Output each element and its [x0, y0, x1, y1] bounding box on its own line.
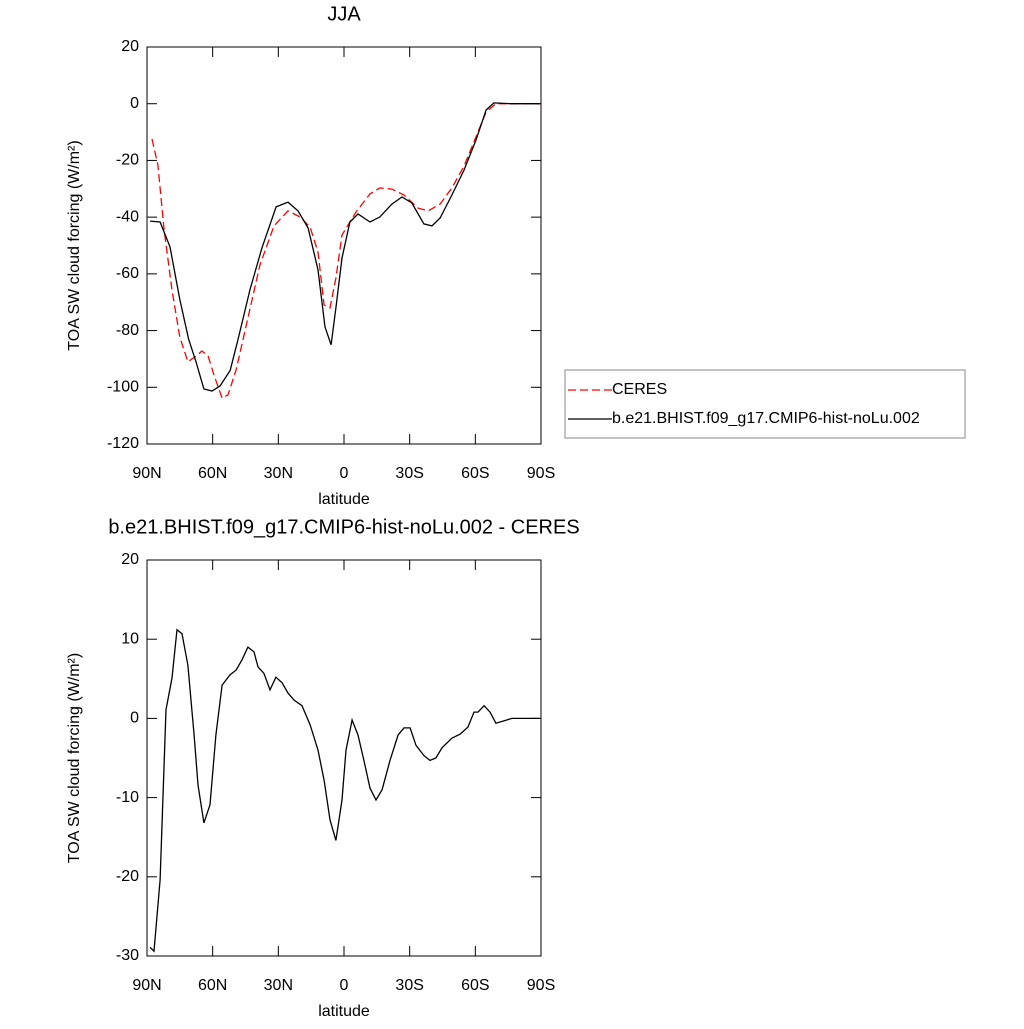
y-tick-label: -10 [116, 789, 139, 806]
x-tick-label: 30N [264, 977, 293, 994]
x-axis-label: latitude [318, 491, 370, 508]
y-tick-label: -100 [107, 379, 139, 396]
plot-frame [146, 46, 542, 445]
y-tick-label: -60 [116, 265, 139, 282]
x-tick-label: 60N [198, 465, 227, 482]
x-tick-label: 60N [198, 977, 227, 994]
x-tick-label: 90S [527, 977, 555, 994]
x-tick-label: 30N [264, 465, 293, 482]
y-tick-label: -120 [107, 435, 139, 452]
x-tick-label: 90N [132, 977, 161, 994]
y-tick-label: -30 [116, 947, 139, 964]
data-line [150, 102, 540, 392]
y-tick-label: 20 [121, 551, 139, 568]
x-tick-label: 30S [395, 465, 423, 482]
legend-label: b.e21.BHIST.f09_g17.CMIP6-hist-noLu.002 [612, 410, 920, 427]
y-tick-label: -20 [116, 868, 139, 885]
plot-frame [146, 559, 542, 957]
x-tick-label: 60S [461, 977, 489, 994]
data-line [149, 628, 540, 953]
x-tick-label: 60S [461, 465, 489, 482]
x-tick-label: 90S [527, 465, 555, 482]
chart-title: b.e21.BHIST.f09_g17.CMIP6-hist-noLu.002 … [108, 516, 579, 538]
chart-title: JJA [327, 3, 361, 25]
y-tick-label: 20 [121, 38, 139, 55]
y-tick-label: 0 [130, 710, 139, 727]
data-line [151, 103, 540, 400]
y-tick-label: 0 [130, 95, 139, 112]
x-tick-label: 30S [395, 977, 423, 994]
y-tick-label: -40 [116, 208, 139, 225]
y-tick-label: 10 [121, 630, 139, 647]
legend-label: CERES [612, 381, 667, 398]
y-tick-label: -80 [116, 322, 139, 339]
y-axis-label: TOA SW cloud forcing (W/m²) [66, 653, 83, 863]
x-tick-label: 90N [132, 465, 161, 482]
x-tick-label: 0 [340, 465, 349, 482]
y-axis-label: TOA SW cloud forcing (W/m²) [66, 140, 83, 350]
x-tick-label: 0 [340, 977, 349, 994]
legend-box [564, 369, 966, 439]
y-tick-label: -20 [116, 152, 139, 169]
x-axis-label: latitude [318, 1003, 370, 1020]
